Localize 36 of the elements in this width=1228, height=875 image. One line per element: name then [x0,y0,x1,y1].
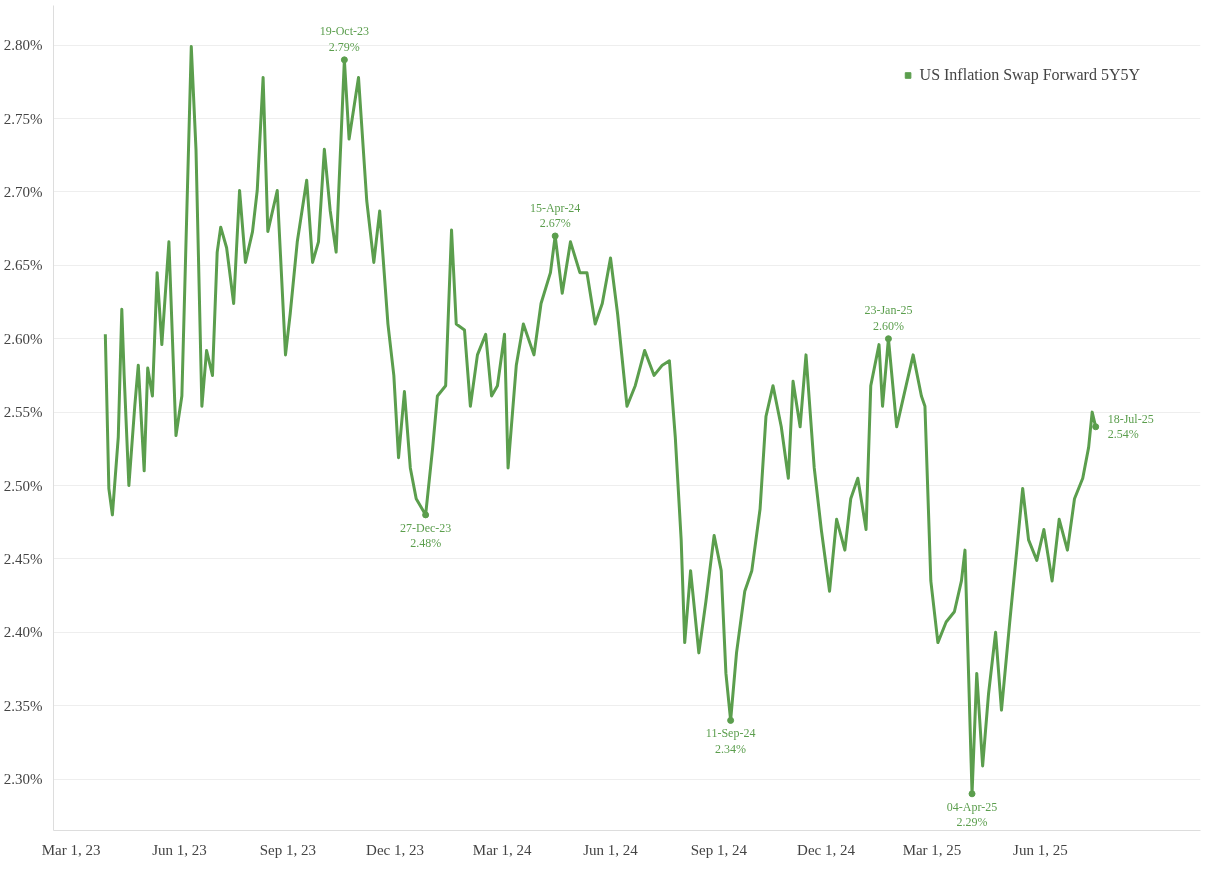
annotation: 18-Jul-25 2.54% [1107,412,1154,442]
y-tick-label: 2.40% [3,624,43,641]
point [422,511,430,519]
annotation: 11-Sep-24 2.34% [705,726,756,756]
x-tick-label: Jun 1, 23 [152,841,207,858]
point [340,56,348,64]
annotation: 19-Oct-23 2.79% [319,24,370,54]
x-tick-label: Sep 1, 24 [690,841,748,858]
y-tick-label: 2.50% [3,477,43,494]
x-tick-label: Jun 1, 25 [1013,841,1068,858]
annotation: 04-Apr-25 2.29% [946,799,998,830]
x-tick-label: Mar 1, 24 [472,841,533,858]
y-tick-label: 2.60% [3,330,43,347]
x-tick-label: Jun 1, 24 [583,841,639,858]
y-tick-label: 2.35% [3,697,43,714]
point [551,232,559,240]
annotation: 23-Jan-25 2.60% [864,303,913,333]
annotation: 27-Dec-23 2.48% [399,520,452,551]
legend-label: US Inflation Swap Forward 5Y5Y [919,66,1140,84]
y-tick-label: 2.75% [3,110,43,127]
x-tick-label: Dec 1, 23 [366,841,424,858]
annotation: 15-Apr-24 2.67% [529,200,581,230]
point [1092,423,1100,431]
point [968,790,976,798]
x-tick-label: Mar 1, 25 [902,841,962,858]
x-tick-label: Sep 1, 23 [259,841,316,858]
point [884,335,892,343]
y-tick-label: 2.45% [3,550,43,567]
y-tick-label: 2.65% [3,257,43,274]
point [727,716,735,724]
x-tick-label: Dec 1, 24 [797,841,856,858]
y-tick-label: 2.80% [3,37,43,54]
y-tick-label: 2.70% [3,183,43,200]
x-tick-label: Mar 1, 23 [41,841,101,858]
y-tick-label: 2.30% [3,771,43,788]
y-tick-label: 2.55% [3,404,43,421]
